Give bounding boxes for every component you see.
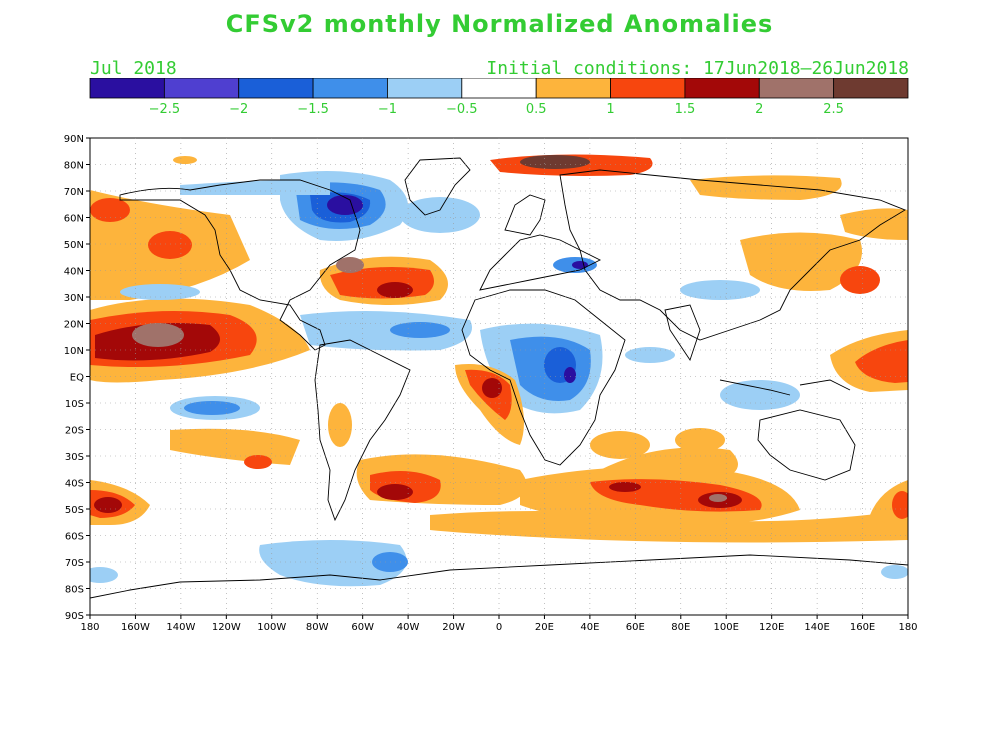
colorbar-swatch xyxy=(89,78,165,99)
colorbar-label: −1 xyxy=(378,102,397,117)
longitude-label: 60W xyxy=(351,622,374,633)
colorbar-label: −0.5 xyxy=(446,102,478,117)
latitude-label: EQ xyxy=(70,373,84,384)
latitude-label: 70S xyxy=(65,558,84,569)
colorbar-label: 1 xyxy=(606,102,614,117)
latitude-label: 20S xyxy=(65,426,84,437)
longitude-label: 100W xyxy=(257,622,286,633)
latitude-label: 70N xyxy=(64,187,84,198)
longitude-label: 40W xyxy=(397,622,420,633)
longitude-label: 120W xyxy=(212,622,241,633)
longitude-label: 140W xyxy=(166,622,195,633)
latitude-label: 20N xyxy=(64,320,84,331)
colorbar-swatch xyxy=(163,78,240,99)
longitude-label: 160E xyxy=(850,622,875,633)
longitude-label: 140E xyxy=(804,622,829,633)
longitude-labels: 180 160W 140W 120W 100W 80W 60W 40W 20W 0 20E 40E 60… xyxy=(80,615,918,633)
longitude-label: 0 xyxy=(496,622,502,633)
map-frame xyxy=(89,137,909,616)
latitude-label: 50N xyxy=(64,240,84,251)
colorbar-swatch xyxy=(833,78,909,99)
colorbar-label: 2 xyxy=(755,102,763,117)
latitude-label: 10S xyxy=(65,399,84,410)
anomaly-shading xyxy=(90,154,908,587)
colorbar-swatch xyxy=(312,78,388,99)
colorbar-label: 0.5 xyxy=(526,102,547,117)
longitude-label: 20E xyxy=(535,622,554,633)
coastlines xyxy=(90,157,908,599)
latitude-label: 90N xyxy=(64,134,84,145)
colorbar-swatch xyxy=(461,78,537,99)
latitude-label: 40S xyxy=(65,479,84,490)
initial-conditions: Initial conditions: 17Jun2018–26Jun2018 xyxy=(486,58,909,79)
longitude-label: 20W xyxy=(442,622,465,633)
colorbar-swatch xyxy=(610,78,686,99)
colorbar-swatch xyxy=(238,78,314,99)
colorbar-swatch xyxy=(387,78,463,99)
colorbar-label: 2.5 xyxy=(823,102,844,117)
colorbar-swatch xyxy=(535,78,611,99)
latitude-label: 50S xyxy=(65,505,84,516)
color-legend: −2.5 −2 −1.5 −1 −0.5 0.5 1 1.5 2 2.5 xyxy=(89,78,909,117)
latitude-label: 30S xyxy=(65,452,84,463)
forecast-month: Jul 2018 xyxy=(90,58,177,79)
colorbar-swatch xyxy=(758,78,835,99)
latitude-label: 80S xyxy=(65,585,84,596)
latitude-labels: 90N 80N 70N 60N 50N 40N 30N 20N 10N EQ 10S 20S 30S 40… xyxy=(64,134,90,622)
latitude-label: 40N xyxy=(64,267,84,278)
colorbar-swatch xyxy=(684,78,760,99)
longitude-label: 180 xyxy=(80,622,99,633)
longitude-label: 80E xyxy=(671,622,690,633)
map-title: CFSv2 monthly Normalized Anomalies xyxy=(225,10,774,38)
longitude-label: 180 xyxy=(898,622,917,633)
longitude-label: 80W xyxy=(306,622,329,633)
graticule xyxy=(90,138,908,615)
latitude-label: 60N xyxy=(64,214,84,225)
colorbar-label: 1.5 xyxy=(675,102,696,117)
longitude-label: 160W xyxy=(121,622,150,633)
latitude-label: 90S xyxy=(65,611,84,622)
longitude-label: 120E xyxy=(759,622,784,633)
latitude-label: 30N xyxy=(64,293,84,304)
latitude-label: 60S xyxy=(65,532,84,543)
colorbar-label: −2.5 xyxy=(149,102,181,117)
longitude-label: 40E xyxy=(580,622,599,633)
latitude-label: 10N xyxy=(64,346,84,357)
longitude-label: 100E xyxy=(714,622,739,633)
colorbar-label: −2 xyxy=(229,102,248,117)
longitude-label: 60E xyxy=(626,622,645,633)
latitude-label: 80N xyxy=(64,161,84,172)
colorbar-label: −1.5 xyxy=(297,102,329,117)
